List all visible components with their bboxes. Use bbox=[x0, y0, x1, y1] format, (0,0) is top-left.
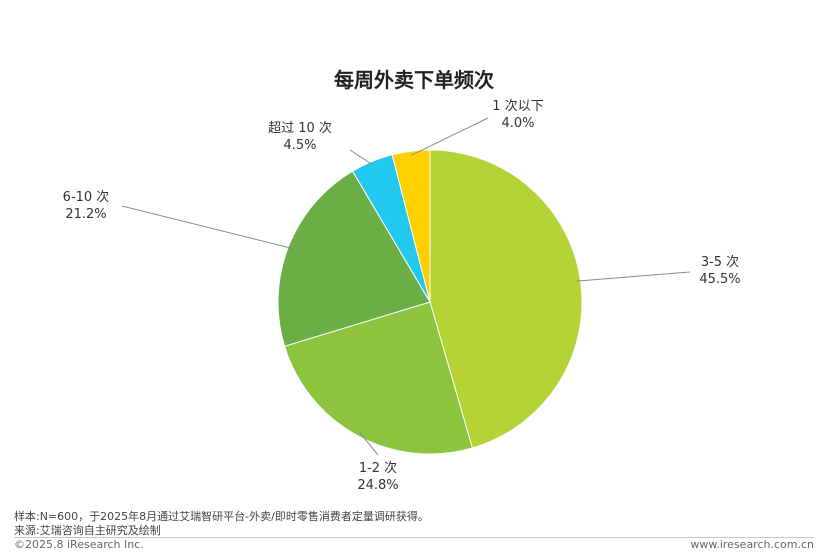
slice-value-over-10: 4.5% bbox=[283, 138, 316, 153]
slice-label-6-10: 6-10 次 bbox=[63, 189, 110, 205]
leader-line-over-10 bbox=[349, 149, 374, 166]
pie-slice-1-2 bbox=[283, 301, 474, 455]
slice-value-under-1: 4.0% bbox=[501, 116, 534, 131]
slice-label-1-2: 1-2 次 bbox=[359, 460, 397, 476]
pie-slice-under-1 bbox=[391, 149, 431, 303]
slice-value-6-10: 21.2% bbox=[65, 207, 106, 222]
pie-labels: 3-5 次 45.5% 1-2 次 24.8% 6-10 次 21.2% 超过 10 次 4.… bbox=[63, 98, 741, 493]
sample-note: 样本:N=600，于2025年8月通过艾瑞智研平台-外卖/即时零售消费者定量调研… bbox=[14, 510, 429, 523]
slice-value-1-2: 24.8% bbox=[357, 478, 398, 493]
leader-line-under-1 bbox=[411, 117, 489, 156]
slice-label-under-1: 1 次以下 bbox=[492, 98, 543, 114]
slice-label-3-5: 3-5 次 bbox=[701, 254, 739, 270]
pie-slice-6-10 bbox=[277, 170, 431, 347]
pie-slices bbox=[277, 149, 583, 455]
leader-line-1-2 bbox=[359, 431, 379, 456]
slice-label-over-10: 超过 10 次 bbox=[268, 120, 332, 136]
chart-title: 每周外卖下单频次 bbox=[334, 68, 494, 92]
source-note: 来源:艾瑞咨询自主研究及绘制 bbox=[14, 524, 161, 537]
leader-line-3-5 bbox=[576, 271, 691, 282]
copyright: ©2025.8 iResearch Inc. bbox=[14, 538, 144, 551]
website-link[interactable]: www.iresearch.com.cn bbox=[690, 538, 814, 551]
leader-line-6-10 bbox=[121, 205, 293, 249]
footer-divider bbox=[14, 537, 814, 538]
slice-value-3-5: 45.5% bbox=[699, 272, 740, 287]
